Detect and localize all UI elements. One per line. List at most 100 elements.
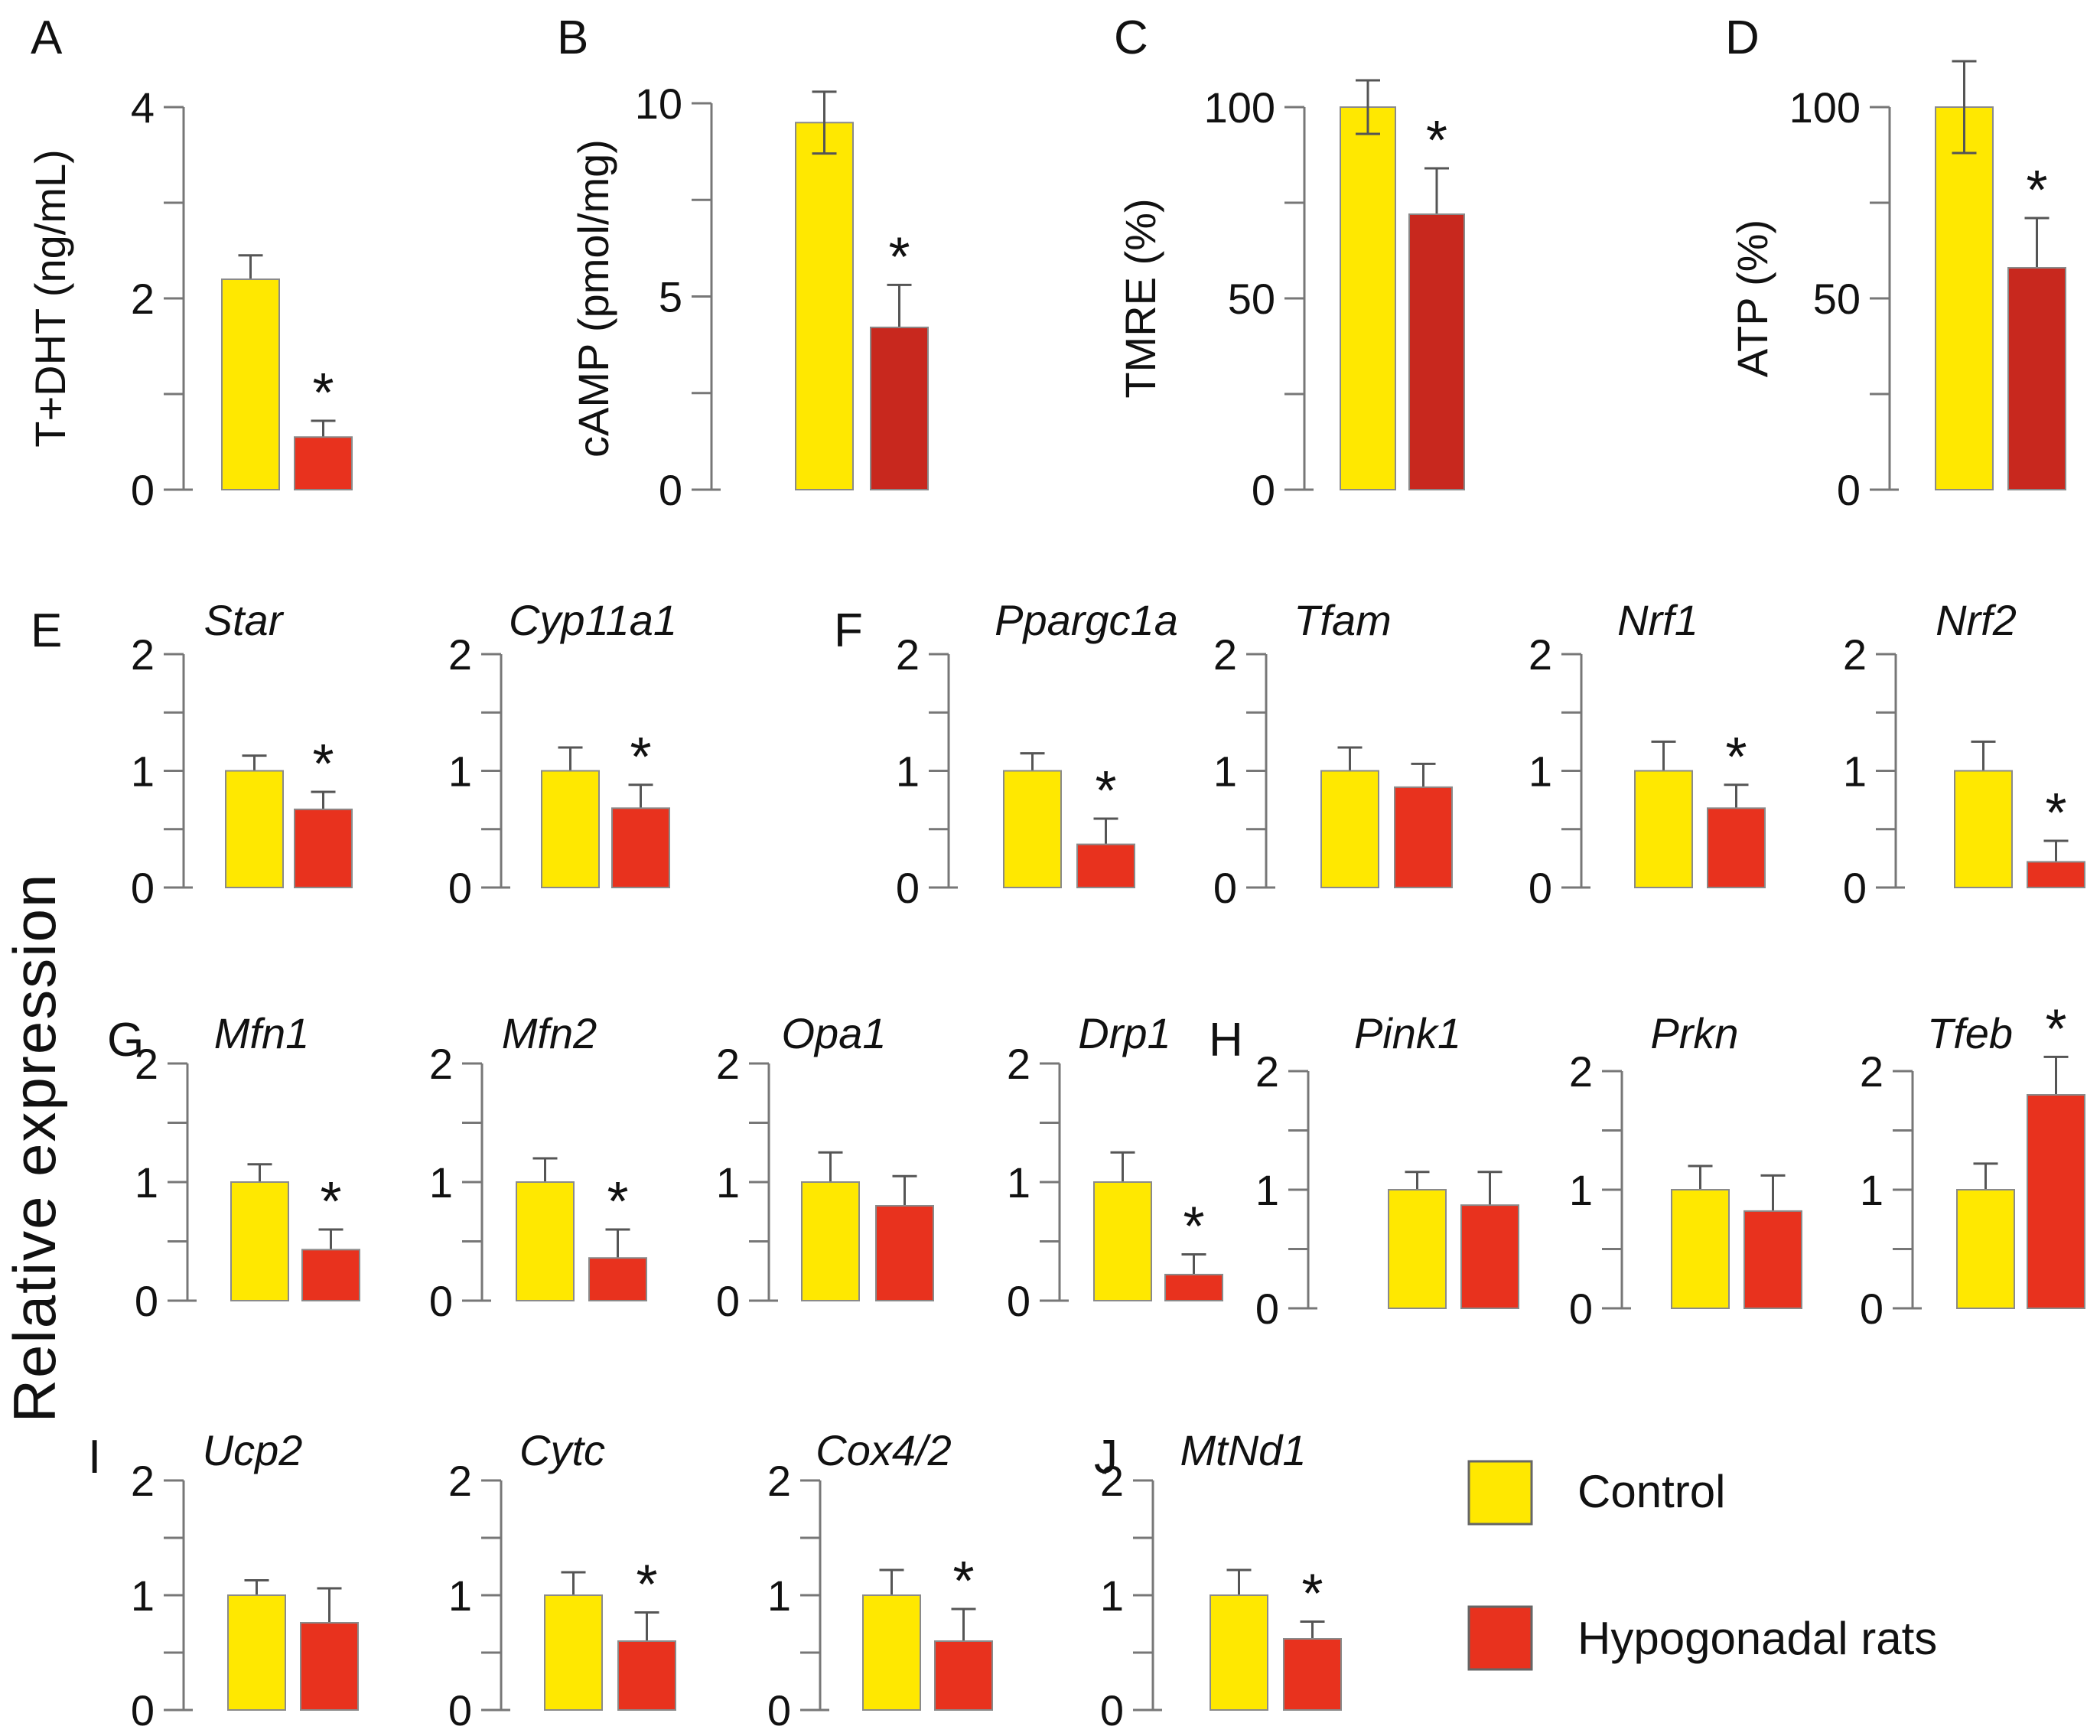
y-tick-label-i2: 0 bbox=[448, 1686, 472, 1734]
y-tick-label-g1: 2 bbox=[135, 1040, 158, 1088]
panel-letter-i: I bbox=[88, 1431, 101, 1484]
y-tick-label-e2: 0 bbox=[448, 864, 472, 912]
bar-hypo-g1 bbox=[301, 1249, 360, 1301]
bar-control-i3 bbox=[862, 1594, 921, 1711]
bar-hypo-h1 bbox=[1460, 1204, 1519, 1310]
bar-hypo-c bbox=[1408, 213, 1465, 490]
significance-star-b: * bbox=[888, 226, 910, 288]
y-tick-label-i2: 1 bbox=[448, 1572, 472, 1620]
y-tick-label-e2: 2 bbox=[448, 630, 472, 679]
bar-hypo-i1 bbox=[300, 1622, 359, 1711]
bar-hypo-h3 bbox=[2027, 1094, 2085, 1309]
bar-control-f3 bbox=[1634, 770, 1693, 888]
y-tick-label-h2: 2 bbox=[1569, 1047, 1593, 1096]
significance-star-a: * bbox=[312, 363, 334, 424]
bar-control-h3 bbox=[1956, 1189, 2015, 1309]
y-tick-label-c: 50 bbox=[1228, 275, 1275, 323]
y-tick-label-f2: 2 bbox=[1213, 630, 1237, 679]
y-tick-label-f3: 0 bbox=[1529, 864, 1552, 912]
y-tick-label-j1: 1 bbox=[1100, 1572, 1124, 1620]
significance-star-f4: * bbox=[2045, 783, 2066, 844]
y-tick-label-j1: 2 bbox=[1100, 1457, 1124, 1505]
bar-hypo-f3 bbox=[1707, 807, 1766, 889]
bar-control-i1 bbox=[227, 1594, 286, 1711]
y-tick-label-h1: 1 bbox=[1255, 1166, 1279, 1214]
shared-y-axis-label: Relative expression bbox=[1, 873, 68, 1423]
y-tick-label-g2: 1 bbox=[429, 1158, 453, 1207]
bar-control-h1 bbox=[1388, 1189, 1447, 1309]
y-tick-label-g3: 2 bbox=[716, 1040, 740, 1088]
significance-star-e1: * bbox=[312, 734, 334, 795]
panel-title-f1: Ppargc1a bbox=[995, 596, 1178, 644]
y-tick-label-e1: 1 bbox=[131, 747, 155, 796]
bar-hypo-g2 bbox=[588, 1257, 647, 1301]
panel-title-g1: Mfn1 bbox=[214, 1009, 310, 1057]
y-tick-label-g4: 1 bbox=[1007, 1158, 1030, 1207]
panel-title-i3: Cox4/2 bbox=[816, 1426, 951, 1474]
legend-swatch-control bbox=[1467, 1460, 1533, 1526]
significance-star-c: * bbox=[1426, 110, 1447, 171]
panel-title-e2: Cyp11a1 bbox=[509, 596, 677, 644]
y-tick-label-a: 2 bbox=[131, 275, 155, 323]
y-tick-label-i1: 1 bbox=[131, 1572, 155, 1620]
y-tick-label-c: 100 bbox=[1204, 83, 1275, 132]
panel-letter-h: H bbox=[1209, 1014, 1243, 1067]
bar-control-g1 bbox=[230, 1181, 289, 1301]
y-tick-label-g1: 0 bbox=[135, 1277, 158, 1325]
y-tick-label-i3: 2 bbox=[767, 1457, 791, 1505]
bar-hypo-a bbox=[294, 436, 353, 490]
bar-hypo-i2 bbox=[617, 1640, 676, 1711]
bar-hypo-b bbox=[870, 326, 929, 490]
y-tick-label-c: 0 bbox=[1252, 466, 1275, 514]
y-tick-label-i1: 0 bbox=[131, 1686, 155, 1734]
y-tick-label-h2: 1 bbox=[1569, 1166, 1593, 1214]
panel-letter-f: F bbox=[834, 604, 863, 657]
bar-control-a bbox=[221, 278, 280, 490]
y-tick-label-h1: 0 bbox=[1255, 1285, 1279, 1333]
y-tick-label-f2: 1 bbox=[1213, 747, 1237, 796]
y-tick-label-f2: 0 bbox=[1213, 864, 1237, 912]
panel-letter-a: A bbox=[31, 11, 63, 64]
significance-star-d: * bbox=[2026, 160, 2047, 221]
bar-control-h2 bbox=[1671, 1189, 1730, 1309]
bar-hypo-g3 bbox=[875, 1205, 934, 1301]
bar-hypo-e2 bbox=[611, 807, 670, 889]
y-tick-label-h2: 0 bbox=[1569, 1285, 1593, 1333]
significance-star-g1: * bbox=[320, 1171, 341, 1233]
bar-hypo-h2 bbox=[1743, 1210, 1802, 1310]
y-tick-label-h1: 2 bbox=[1255, 1047, 1279, 1096]
y-tick-label-i2: 2 bbox=[448, 1457, 472, 1505]
bar-control-e2 bbox=[541, 770, 600, 888]
legend-swatch-hypo bbox=[1467, 1605, 1533, 1671]
bar-control-j1 bbox=[1210, 1594, 1268, 1711]
bar-hypo-g4 bbox=[1164, 1273, 1223, 1302]
y-axis-label-a: T+DHT (ng/mL) bbox=[26, 149, 74, 447]
y-tick-label-i1: 2 bbox=[131, 1457, 155, 1505]
significance-star-g2: * bbox=[607, 1171, 628, 1233]
y-tick-label-h3: 2 bbox=[1860, 1047, 1883, 1096]
y-tick-label-f4: 0 bbox=[1843, 864, 1867, 912]
panel-title-g4: Drp1 bbox=[1078, 1009, 1170, 1057]
significance-star-i3: * bbox=[952, 1551, 974, 1612]
panel-title-h1: Pink1 bbox=[1354, 1009, 1461, 1057]
y-tick-label-g3: 1 bbox=[716, 1158, 740, 1207]
panel-title-g3: Opa1 bbox=[782, 1009, 887, 1057]
bar-hypo-d bbox=[2007, 267, 2066, 490]
bar-control-c bbox=[1340, 106, 1396, 490]
bar-hypo-i3 bbox=[934, 1640, 993, 1711]
bar-hypo-e1 bbox=[294, 808, 353, 888]
y-tick-label-j1: 0 bbox=[1100, 1686, 1124, 1734]
legend-label-hypo: Hypogonadal rats bbox=[1577, 1613, 1937, 1664]
bar-control-f1 bbox=[1003, 770, 1062, 888]
y-tick-label-a: 4 bbox=[131, 83, 155, 132]
significance-star-f1: * bbox=[1095, 761, 1116, 822]
y-tick-label-d: 50 bbox=[1813, 275, 1861, 323]
significance-star-g4: * bbox=[1183, 1197, 1204, 1258]
bar-hypo-f2 bbox=[1394, 786, 1453, 888]
panel-title-f2: Tfam bbox=[1294, 596, 1392, 644]
bar-control-e1 bbox=[225, 770, 284, 888]
panel-title-f4: Nrf2 bbox=[1936, 596, 2017, 644]
y-tick-label-g4: 0 bbox=[1007, 1277, 1030, 1325]
panel-letter-e: E bbox=[31, 604, 62, 657]
